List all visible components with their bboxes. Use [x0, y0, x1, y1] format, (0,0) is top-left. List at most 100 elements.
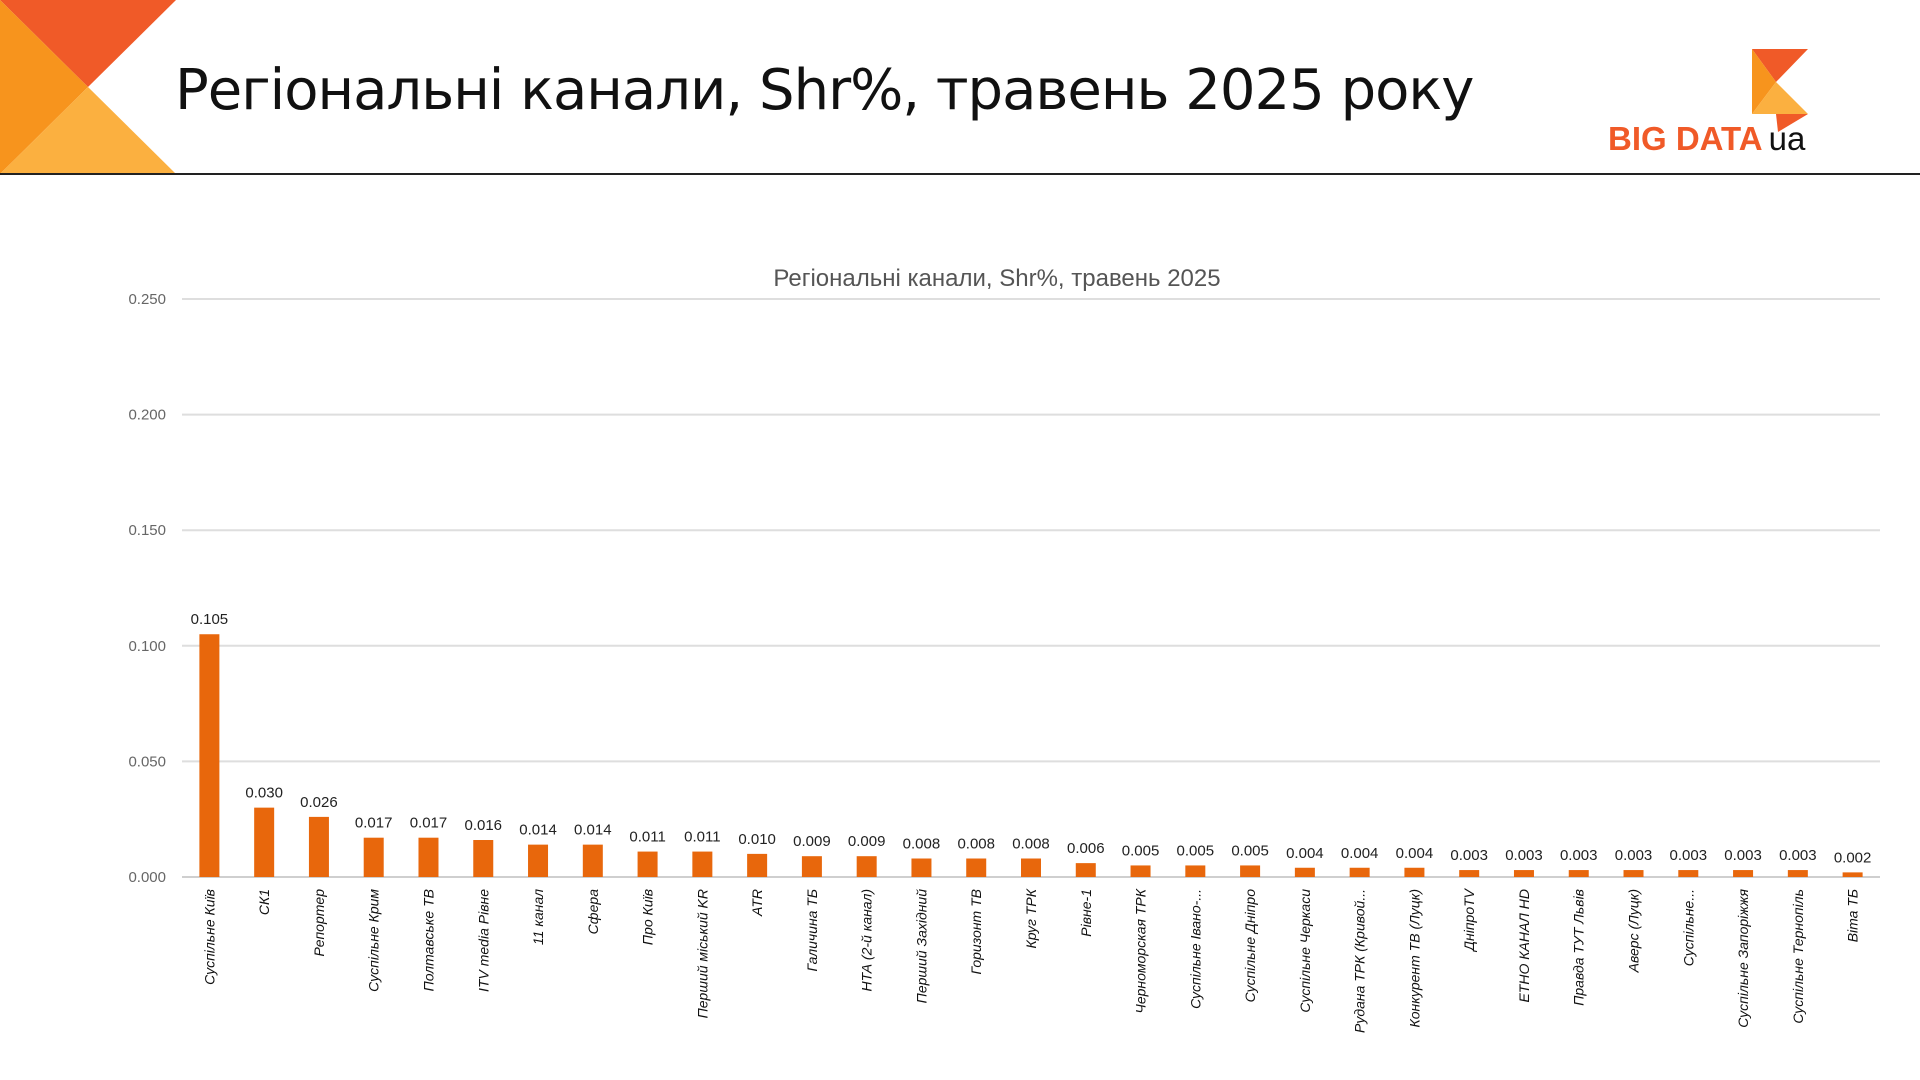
bar: [582, 844, 603, 877]
x-tick-label: ЕТНО КАНАЛ HD: [1516, 889, 1532, 1003]
x-tick-label: Суспільне Івано-...: [1187, 889, 1203, 1009]
bar: [1021, 858, 1041, 877]
chart-title: Регіональні канали, Shr%, травень 2025: [773, 265, 1220, 292]
bar: [199, 634, 220, 877]
bar: [1787, 870, 1808, 877]
x-tick-label: Конкурент ТВ (Луцк): [1406, 889, 1422, 1028]
x-tick-label: Про Київ: [640, 889, 656, 945]
y-tick-label: 0.200: [128, 407, 166, 424]
data-label: 0.026: [300, 794, 338, 811]
x-tick-label: 11 канал: [530, 889, 546, 945]
bar: [528, 844, 549, 877]
bar: [1733, 870, 1754, 877]
data-label: 0.003: [1670, 847, 1708, 864]
bar: [418, 837, 439, 877]
x-tick-label: Полтавське ТВ: [420, 889, 436, 991]
bar: [1513, 870, 1534, 877]
data-label: 0.030: [245, 785, 283, 802]
data-label: 0.004: [1341, 845, 1379, 862]
bar: [966, 858, 987, 877]
logo-text: BIG DATA: [1608, 120, 1763, 157]
bar: [1678, 870, 1699, 877]
data-label: 0.005: [1122, 842, 1160, 859]
x-tick-label: Горизонт ТВ: [968, 889, 984, 974]
x-tick-label: Рівне-1: [1078, 889, 1094, 937]
bar: [747, 853, 768, 877]
data-label: 0.014: [519, 822, 557, 839]
bar: [1240, 865, 1261, 877]
bar: [801, 856, 822, 877]
bar: [308, 816, 329, 877]
y-tick-label: 0.000: [128, 869, 166, 886]
page-title: Регіональні канали, Shr%, травень 2025 р…: [175, 58, 1474, 123]
data-label: 0.003: [1724, 847, 1762, 864]
x-tick-label: Сфера: [585, 889, 601, 935]
x-tick-label: Суспільне Дніпро: [1242, 889, 1258, 1003]
x-tick-label: Суспільне Тернопіль: [1790, 889, 1806, 1024]
bar: [1568, 870, 1589, 877]
corner-decoration: [0, 0, 176, 174]
bar: [1349, 867, 1370, 877]
x-tick-label: Суспільне Запоріжжя: [1735, 888, 1751, 1027]
x-tick-label: Суспільне...: [1680, 889, 1696, 966]
data-label: 0.009: [793, 833, 831, 850]
x-tick-label: ATR: [749, 889, 765, 917]
data-label: 0.003: [1560, 847, 1598, 864]
bar: [473, 840, 494, 877]
x-tick-label: Рудана ТРК (Кривой...: [1352, 889, 1368, 1033]
data-label: 0.002: [1834, 849, 1872, 866]
bar: [1623, 870, 1644, 877]
bar: [1459, 870, 1480, 877]
bar: [254, 807, 275, 877]
logo-suffix: ua: [1768, 120, 1806, 157]
x-tick-label: Черноморская ТРК: [1133, 888, 1149, 1013]
bar: [1404, 867, 1425, 877]
data-label: 0.017: [355, 815, 393, 832]
data-label: 0.009: [848, 833, 886, 850]
bar: [1842, 872, 1863, 877]
data-label: 0.005: [1177, 842, 1215, 859]
x-tick-label: СК1: [256, 889, 272, 915]
data-label: 0.014: [574, 822, 612, 839]
x-tick-label: Репортер: [311, 889, 327, 957]
data-label: 0.010: [738, 831, 776, 848]
bar: [1075, 863, 1096, 877]
x-tick-label: Перший міський KR: [694, 889, 710, 1018]
x-tick-label: Суспільне Черкаси: [1297, 889, 1313, 1013]
bar: [911, 858, 932, 877]
x-tick-label: Аверс (Луцк): [1626, 889, 1642, 973]
data-label: 0.006: [1067, 840, 1105, 857]
data-label: 0.008: [1012, 836, 1050, 853]
bar: [692, 851, 713, 877]
x-tick-label: Правда ТУТ Львів: [1571, 889, 1587, 1006]
x-tick-label: Перший Західний: [913, 889, 929, 1004]
x-tick-label: НТА (2-й канал): [859, 889, 875, 992]
bar: [1185, 865, 1206, 877]
data-label: 0.004: [1396, 845, 1434, 862]
data-label: 0.008: [957, 836, 995, 853]
y-tick-label: 0.100: [128, 638, 166, 655]
header-divider: [0, 173, 1920, 175]
x-tick-label: Віта ТБ: [1845, 889, 1861, 942]
x-tick-label: ITV media Рівне: [475, 889, 491, 992]
x-tick-label: ДніпроTV: [1461, 887, 1477, 953]
data-label: 0.008: [903, 836, 941, 853]
bar: [363, 837, 384, 877]
x-tick-label: Круг ТРК: [1023, 888, 1039, 948]
bar: [856, 856, 877, 877]
y-tick-label: 0.250: [128, 291, 166, 308]
y-tick-label: 0.150: [128, 522, 166, 539]
data-label: 0.003: [1505, 847, 1543, 864]
data-label: 0.016: [464, 817, 502, 834]
bar: [1130, 865, 1151, 877]
data-label: 0.003: [1779, 847, 1817, 864]
x-tick-label: Галичина ТБ: [804, 889, 820, 972]
data-label: 0.011: [629, 829, 665, 846]
x-tick-label: Суспільне Крим: [366, 889, 382, 992]
data-label: 0.005: [1231, 842, 1269, 859]
data-label: 0.011: [684, 829, 720, 846]
data-label: 0.003: [1450, 847, 1488, 864]
bar: [637, 851, 658, 877]
bar: [1294, 867, 1315, 877]
